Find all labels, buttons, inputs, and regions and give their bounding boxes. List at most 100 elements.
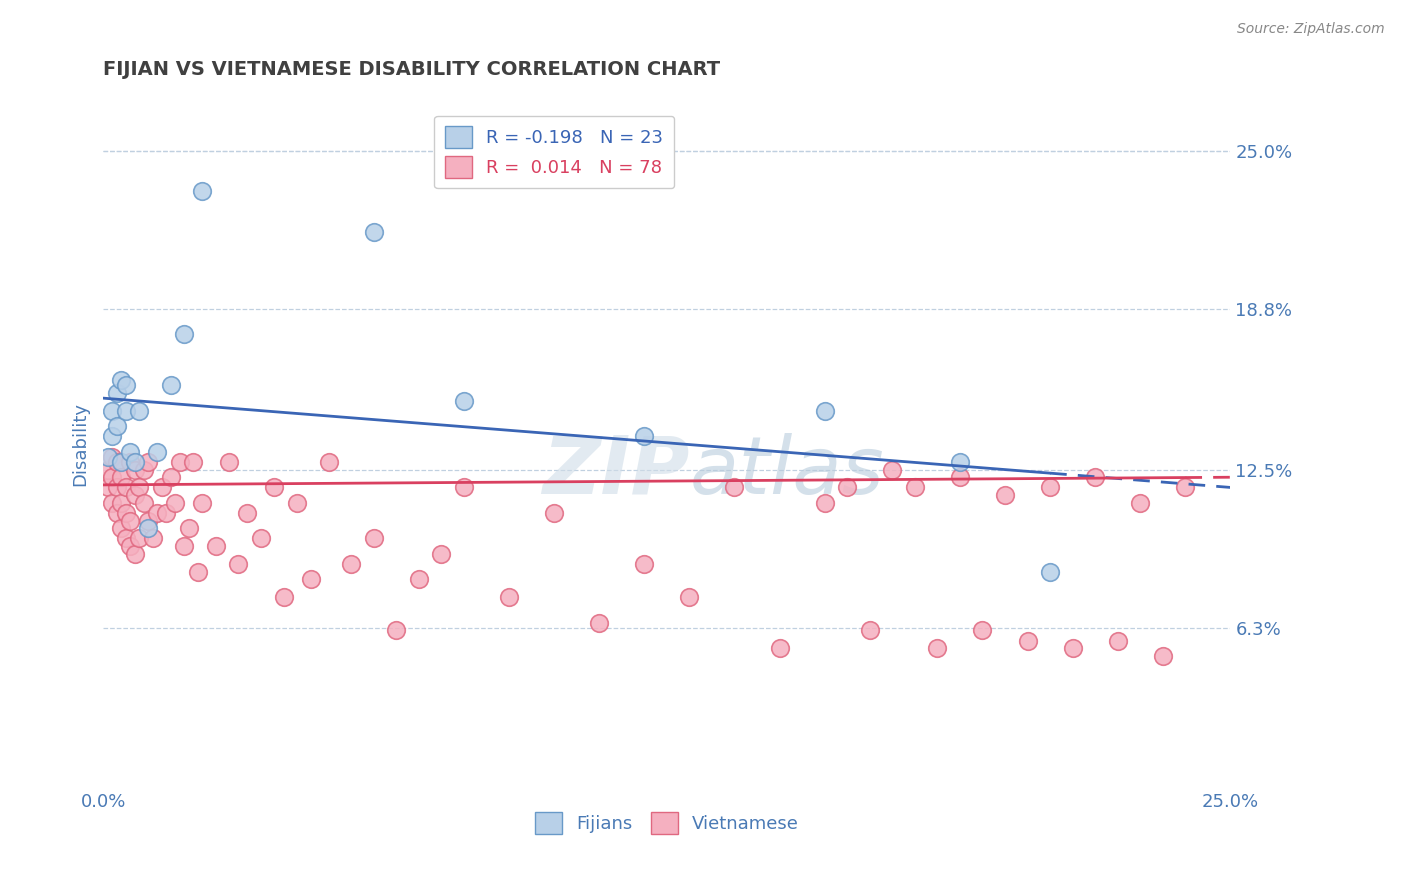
Point <box>120 539 142 553</box>
Point <box>114 404 136 418</box>
Point <box>97 450 120 464</box>
Y-axis label: Disability: Disability <box>72 402 89 486</box>
Point <box>972 624 994 638</box>
Point <box>105 419 128 434</box>
Point <box>128 532 150 546</box>
Text: FIJIAN VS VIETNAMESE DISABILITY CORRELATION CHART: FIJIAN VS VIETNAMESE DISABILITY CORRELAT… <box>103 60 720 78</box>
Point <box>949 455 972 469</box>
Point <box>633 557 655 571</box>
Point <box>385 624 408 638</box>
Point <box>105 455 128 469</box>
Point <box>146 506 169 520</box>
Point <box>236 506 259 520</box>
Point <box>146 444 169 458</box>
Point <box>114 480 136 494</box>
Point <box>155 506 177 520</box>
Point <box>97 480 120 494</box>
Point <box>588 615 610 630</box>
Point <box>136 514 159 528</box>
Point <box>994 488 1017 502</box>
Point <box>340 557 363 571</box>
Point <box>859 624 882 638</box>
Text: atlas: atlas <box>689 433 884 510</box>
Point <box>105 506 128 520</box>
Point <box>110 470 132 484</box>
Point <box>101 450 124 464</box>
Point <box>142 532 165 546</box>
Point <box>150 480 173 494</box>
Point <box>105 480 128 494</box>
Point <box>159 470 181 484</box>
Point <box>136 455 159 469</box>
Point <box>110 496 132 510</box>
Point <box>132 496 155 510</box>
Point <box>120 514 142 528</box>
Point <box>97 462 120 476</box>
Point <box>101 404 124 418</box>
Point <box>128 404 150 418</box>
Point <box>814 496 837 510</box>
Point <box>263 480 285 494</box>
Point <box>159 378 181 392</box>
Point <box>110 373 132 387</box>
Point <box>453 480 475 494</box>
Point <box>101 429 124 443</box>
Point <box>218 455 240 469</box>
Point <box>105 386 128 401</box>
Point <box>173 539 195 553</box>
Point <box>1129 496 1152 510</box>
Point <box>768 641 790 656</box>
Point <box>120 444 142 458</box>
Point <box>1174 480 1197 494</box>
Point <box>114 532 136 546</box>
Point <box>124 547 146 561</box>
Point <box>882 462 904 476</box>
Point <box>453 393 475 408</box>
Point <box>110 455 132 469</box>
Point <box>1062 641 1084 656</box>
Point <box>101 496 124 510</box>
Point <box>678 590 700 604</box>
Point <box>114 378 136 392</box>
Point <box>723 480 745 494</box>
Point <box>299 572 322 586</box>
Point <box>191 496 214 510</box>
Point <box>110 521 132 535</box>
Point <box>1084 470 1107 484</box>
Text: Source: ZipAtlas.com: Source: ZipAtlas.com <box>1237 22 1385 37</box>
Point <box>285 496 308 510</box>
Point <box>814 404 837 418</box>
Point <box>187 565 209 579</box>
Point <box>408 572 430 586</box>
Point <box>124 455 146 469</box>
Point <box>363 532 385 546</box>
Point <box>169 455 191 469</box>
Point <box>124 488 146 502</box>
Point <box>949 470 972 484</box>
Point <box>136 521 159 535</box>
Point <box>114 506 136 520</box>
Point <box>498 590 520 604</box>
Point <box>132 462 155 476</box>
Point <box>904 480 927 494</box>
Point <box>165 496 187 510</box>
Point <box>205 539 228 553</box>
Point <box>363 225 385 239</box>
Point <box>228 557 250 571</box>
Point <box>927 641 949 656</box>
Point <box>543 506 565 520</box>
Point <box>173 327 195 342</box>
Point <box>101 470 124 484</box>
Point <box>120 455 142 469</box>
Point <box>1017 633 1039 648</box>
Point <box>181 455 204 469</box>
Text: ZIP: ZIP <box>541 433 689 510</box>
Point <box>273 590 295 604</box>
Point <box>318 455 340 469</box>
Point <box>1107 633 1129 648</box>
Legend: Fijians, Vietnamese: Fijians, Vietnamese <box>527 805 806 841</box>
Point <box>1152 648 1174 663</box>
Point <box>128 480 150 494</box>
Point <box>633 429 655 443</box>
Point <box>1039 565 1062 579</box>
